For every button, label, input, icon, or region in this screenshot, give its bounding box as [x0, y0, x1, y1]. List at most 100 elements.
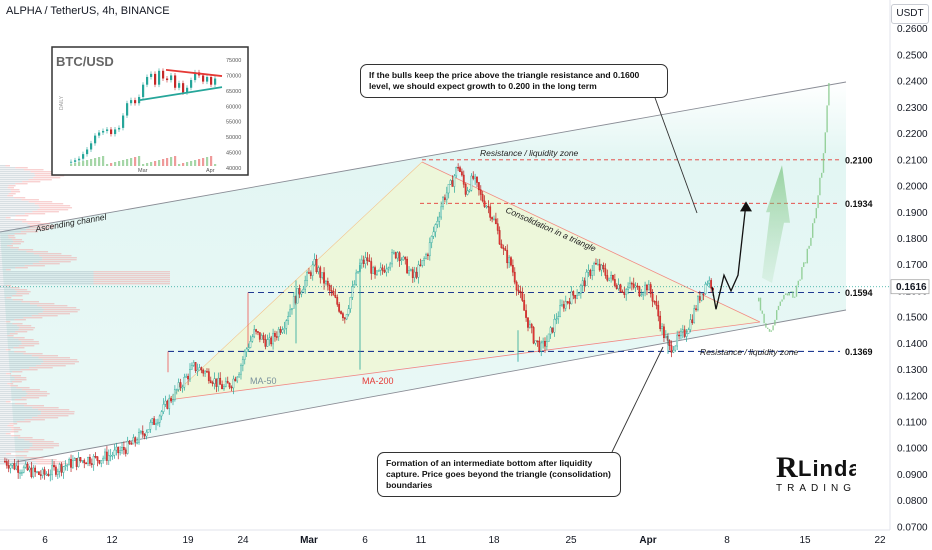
profile-bar-red — [6, 373, 12, 375]
candle-body — [326, 281, 329, 286]
profile-bar-blue — [0, 295, 13, 297]
profile-bar-blue — [0, 425, 8, 427]
candle-body — [340, 311, 342, 314]
profile-bar-blue — [0, 277, 94, 279]
profile-bar-red — [23, 169, 44, 171]
profile-bar-red — [18, 339, 34, 341]
candle-body — [415, 271, 418, 278]
profile-bar-blue — [0, 223, 28, 225]
profile-bar-blue — [0, 257, 43, 259]
candle-body — [689, 319, 692, 330]
candle-body — [249, 341, 252, 348]
candle-body — [226, 381, 229, 384]
candle-body — [685, 333, 688, 337]
triangle-fill — [168, 162, 760, 400]
candle-body — [243, 351, 246, 360]
price-tick: 0.1900 — [897, 208, 928, 219]
inset-candle-body — [214, 78, 217, 85]
candle-body — [443, 197, 446, 200]
inset-candle-body — [210, 76, 213, 85]
profile-bar-red — [24, 405, 44, 407]
inset-frame — [51, 46, 249, 176]
candle-body — [130, 443, 133, 445]
inset-volume-bar — [198, 159, 201, 166]
projection-green-arrow — [762, 165, 790, 284]
candle-body — [574, 295, 577, 299]
profile-bar-red — [37, 415, 69, 417]
time-tick: 6 — [362, 535, 368, 546]
profile-bar-blue — [0, 447, 30, 449]
candle-body — [217, 377, 220, 387]
inset-candle-body — [202, 75, 205, 82]
candle-body — [306, 272, 308, 281]
candle-body — [183, 376, 186, 388]
candle-body — [706, 283, 709, 285]
candle-body — [279, 328, 282, 333]
profile-bar-red — [6, 285, 12, 287]
candle-body — [579, 285, 582, 294]
profile-bar-red — [5, 401, 11, 403]
price-tick: 0.2300 — [897, 103, 928, 114]
profile-bar-blue — [0, 205, 39, 207]
candle-body — [508, 257, 510, 264]
price-tick: 0.1500 — [897, 313, 928, 324]
candle-body — [387, 267, 390, 270]
profile-bar-blue — [0, 305, 38, 307]
projection-green-candle — [774, 319, 776, 326]
candle-body — [602, 264, 605, 270]
profile-bar-red — [29, 447, 54, 449]
profile-bar-blue — [0, 221, 23, 223]
channel-upper-line — [0, 81, 847, 233]
profile-bar-blue — [0, 201, 29, 203]
candle-body — [85, 462, 87, 465]
inset-candle-body — [110, 129, 113, 135]
note-bottom: Formation of an intermediate bottom afte… — [377, 452, 621, 497]
time-tick: Apr — [639, 535, 656, 546]
profile-bar-red — [9, 423, 18, 425]
candle-body — [251, 336, 254, 342]
inset-volume-bar — [162, 159, 165, 166]
profile-bar-blue — [0, 351, 15, 353]
profile-bar-blue — [0, 427, 12, 429]
candle-body — [309, 272, 312, 276]
profile-bar-red — [24, 213, 46, 215]
profile-bar-red — [27, 223, 51, 225]
profile-bar-blue — [0, 429, 12, 431]
projection-green-candle — [783, 294, 785, 300]
candle-body — [559, 305, 561, 317]
candle-body — [109, 455, 112, 457]
projection-green-candle — [817, 195, 819, 209]
candle-body — [92, 456, 95, 465]
candle-body — [168, 398, 171, 409]
profile-bar-red — [12, 299, 24, 301]
candle-body — [681, 329, 684, 332]
candle-body — [425, 254, 427, 259]
candle-body — [377, 270, 380, 272]
profile-bar-blue — [0, 307, 42, 309]
candle-body — [172, 399, 174, 402]
profile-bar-blue — [0, 433, 6, 435]
candle-body — [674, 345, 677, 351]
currency-button[interactable]: USDT — [891, 4, 929, 24]
candle-body — [355, 272, 358, 285]
current-price-label: 0.1616 — [896, 282, 927, 293]
candle-body — [45, 473, 48, 476]
profile-bar-red — [31, 459, 57, 461]
profile-bar-blue — [0, 431, 11, 433]
profile-bar-red — [39, 207, 73, 209]
candle-body — [549, 327, 552, 335]
candle-body — [349, 297, 352, 310]
price-tick: 0.2600 — [897, 24, 928, 35]
profile-bar-red — [38, 261, 71, 263]
inset-volume-bar — [186, 162, 189, 166]
inset-volume-bar — [154, 161, 157, 166]
candle-body — [472, 175, 475, 179]
inset-candle-body — [74, 160, 77, 162]
candle-body — [19, 472, 21, 474]
candle-body — [632, 283, 635, 288]
candle-body — [304, 280, 307, 290]
profile-bar-red — [24, 439, 45, 441]
projection-green-candle — [826, 105, 828, 133]
profile-bar-blue — [0, 355, 32, 357]
